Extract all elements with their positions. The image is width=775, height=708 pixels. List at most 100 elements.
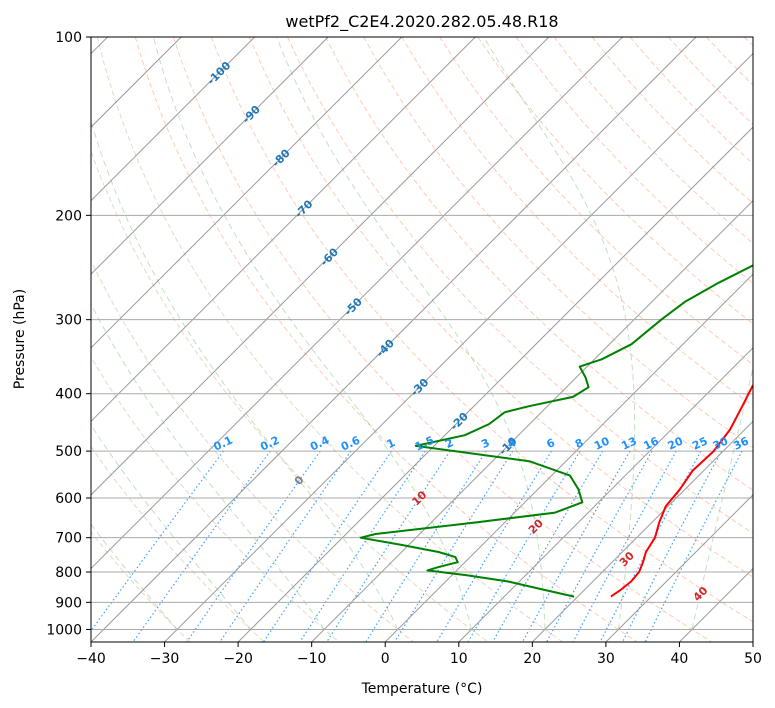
mixing-ratio-label: 1 bbox=[385, 436, 397, 451]
mixing-ratio-label: 0.2 bbox=[258, 434, 281, 454]
dry-adiabat bbox=[325, 37, 753, 491]
dry-adiabat bbox=[91, 356, 340, 642]
wet-bulb-label: 30 bbox=[617, 549, 637, 569]
dry-adiabat bbox=[401, 37, 753, 407]
mixing-ratio-label: 16 bbox=[642, 434, 662, 452]
x-tick-label: 40 bbox=[671, 651, 689, 667]
isotherm-line bbox=[531, 420, 753, 642]
moist-adiabat bbox=[276, 37, 546, 630]
chart-title: wetPf2_C2E4.2020.282.05.48.R18 bbox=[285, 12, 558, 32]
dry-adiabat bbox=[96, 37, 563, 642]
y-tick-label: 500 bbox=[55, 444, 82, 460]
mixing-ratio-line bbox=[91, 450, 224, 632]
wet-bulb-label: 20 bbox=[526, 517, 546, 537]
y-tick-label: 700 bbox=[55, 531, 82, 547]
plot-frame bbox=[90, 36, 754, 643]
mixing-ratio-line bbox=[436, 450, 553, 642]
mixing-ratio-line bbox=[492, 450, 604, 642]
isotherm-line bbox=[311, 199, 753, 642]
isotherm-line bbox=[679, 567, 753, 642]
axis-ticks: −40 −30 −20 −10 0 10 20 30 40 5010020030040050060… bbox=[46, 30, 762, 667]
mixing-ratio-label: 0.4 bbox=[308, 433, 331, 453]
isotherm-label: -100 bbox=[205, 59, 234, 88]
isotherm-line bbox=[91, 37, 329, 275]
mixing-ratio-line bbox=[546, 450, 653, 642]
y-tick-label: 900 bbox=[55, 595, 82, 611]
y-tick-label: 1000 bbox=[46, 622, 82, 638]
mixing-ratio-label: 0.6 bbox=[339, 433, 362, 453]
moist-adiabat bbox=[691, 365, 753, 630]
mixing-ratio-label: 36 bbox=[731, 434, 751, 452]
isotherm-line bbox=[91, 37, 623, 570]
isotherm-line bbox=[91, 37, 550, 496]
dry-adiabat bbox=[591, 37, 753, 204]
mixing-ratio-line bbox=[467, 450, 581, 642]
profile-lines bbox=[359, 264, 753, 598]
isotherm-line bbox=[91, 37, 256, 202]
dry-adiabat bbox=[439, 37, 753, 366]
mixing-ratio-label: 25 bbox=[690, 434, 709, 452]
dewpoint-line bbox=[359, 264, 753, 598]
isotherm-line bbox=[91, 37, 476, 423]
isotherm-line bbox=[237, 126, 753, 642]
dry-adiabat bbox=[744, 37, 753, 47]
x-tick-label: −10 bbox=[297, 651, 327, 667]
y-axis-title: Pressure (hPa) bbox=[12, 289, 28, 389]
mixing-ratio-label: 3 bbox=[479, 436, 491, 451]
mixing-ratio-label: 10 bbox=[592, 434, 612, 452]
moist-adiabat bbox=[483, 37, 636, 630]
dry-adiabat bbox=[363, 37, 753, 449]
pressure-grid bbox=[91, 37, 753, 642]
wet-bulb-label: 40 bbox=[691, 584, 711, 604]
x-axis-title: Temperature (°C) bbox=[361, 681, 483, 697]
dry-adiabat bbox=[553, 37, 753, 244]
x-tick-label: 50 bbox=[744, 651, 762, 667]
x-tick-label: −40 bbox=[76, 651, 106, 667]
dry-adiabat bbox=[91, 531, 191, 642]
dry-adiabat bbox=[477, 37, 753, 325]
mixing-ratio-label: 20 bbox=[666, 434, 686, 452]
dry-adiabat bbox=[210, 37, 753, 623]
dry-adiabat bbox=[705, 37, 753, 86]
dry-adiabat bbox=[172, 37, 713, 642]
temperature-line bbox=[610, 383, 753, 598]
dry-adiabat bbox=[667, 37, 753, 126]
mixing-ratio-label: 1.5 bbox=[413, 434, 436, 454]
y-tick-label: 300 bbox=[55, 313, 82, 329]
mixing-ratio-line bbox=[644, 450, 743, 642]
mixing-ratio-label: 6 bbox=[545, 436, 558, 451]
moist-adiabat bbox=[91, 523, 178, 630]
x-tick-label: 20 bbox=[523, 651, 541, 667]
isotherm-line bbox=[91, 37, 403, 349]
mixing-ratio-line bbox=[521, 450, 631, 642]
dry-adiabat bbox=[248, 37, 753, 578]
isotherm-line bbox=[91, 37, 697, 642]
isotherm-line bbox=[458, 347, 753, 642]
x-tick-label: −30 bbox=[150, 651, 180, 667]
dry-adiabat bbox=[91, 445, 265, 642]
isotherm-line bbox=[384, 273, 753, 642]
x-tick-label: 0 bbox=[381, 651, 390, 667]
mixing-ratio-label: 13 bbox=[619, 434, 638, 452]
y-tick-label: 400 bbox=[55, 387, 82, 403]
y-tick-label: 800 bbox=[55, 565, 82, 581]
mixing-ratio-line bbox=[262, 450, 392, 642]
mixing-ratio-label: 0.1 bbox=[212, 434, 235, 454]
wet-bulb-label: 10 bbox=[409, 488, 429, 508]
moist-adiabat bbox=[91, 119, 399, 630]
dry-adiabat bbox=[91, 259, 414, 642]
y-tick-label: 100 bbox=[55, 30, 82, 46]
mixing-ratio-line bbox=[186, 450, 321, 642]
y-tick-label: 600 bbox=[55, 491, 82, 507]
isotherm-line bbox=[605, 494, 753, 642]
moist-adiabat bbox=[91, 424, 252, 630]
mixing-ratio-line bbox=[599, 450, 702, 642]
x-tick-label: 30 bbox=[597, 651, 615, 667]
mixing-ratio-line bbox=[572, 450, 677, 642]
dry-adiabat bbox=[91, 150, 489, 642]
dry-adiabat bbox=[515, 37, 753, 284]
mixing-ratio-line bbox=[622, 450, 722, 642]
y-tick-label: 200 bbox=[55, 208, 82, 224]
